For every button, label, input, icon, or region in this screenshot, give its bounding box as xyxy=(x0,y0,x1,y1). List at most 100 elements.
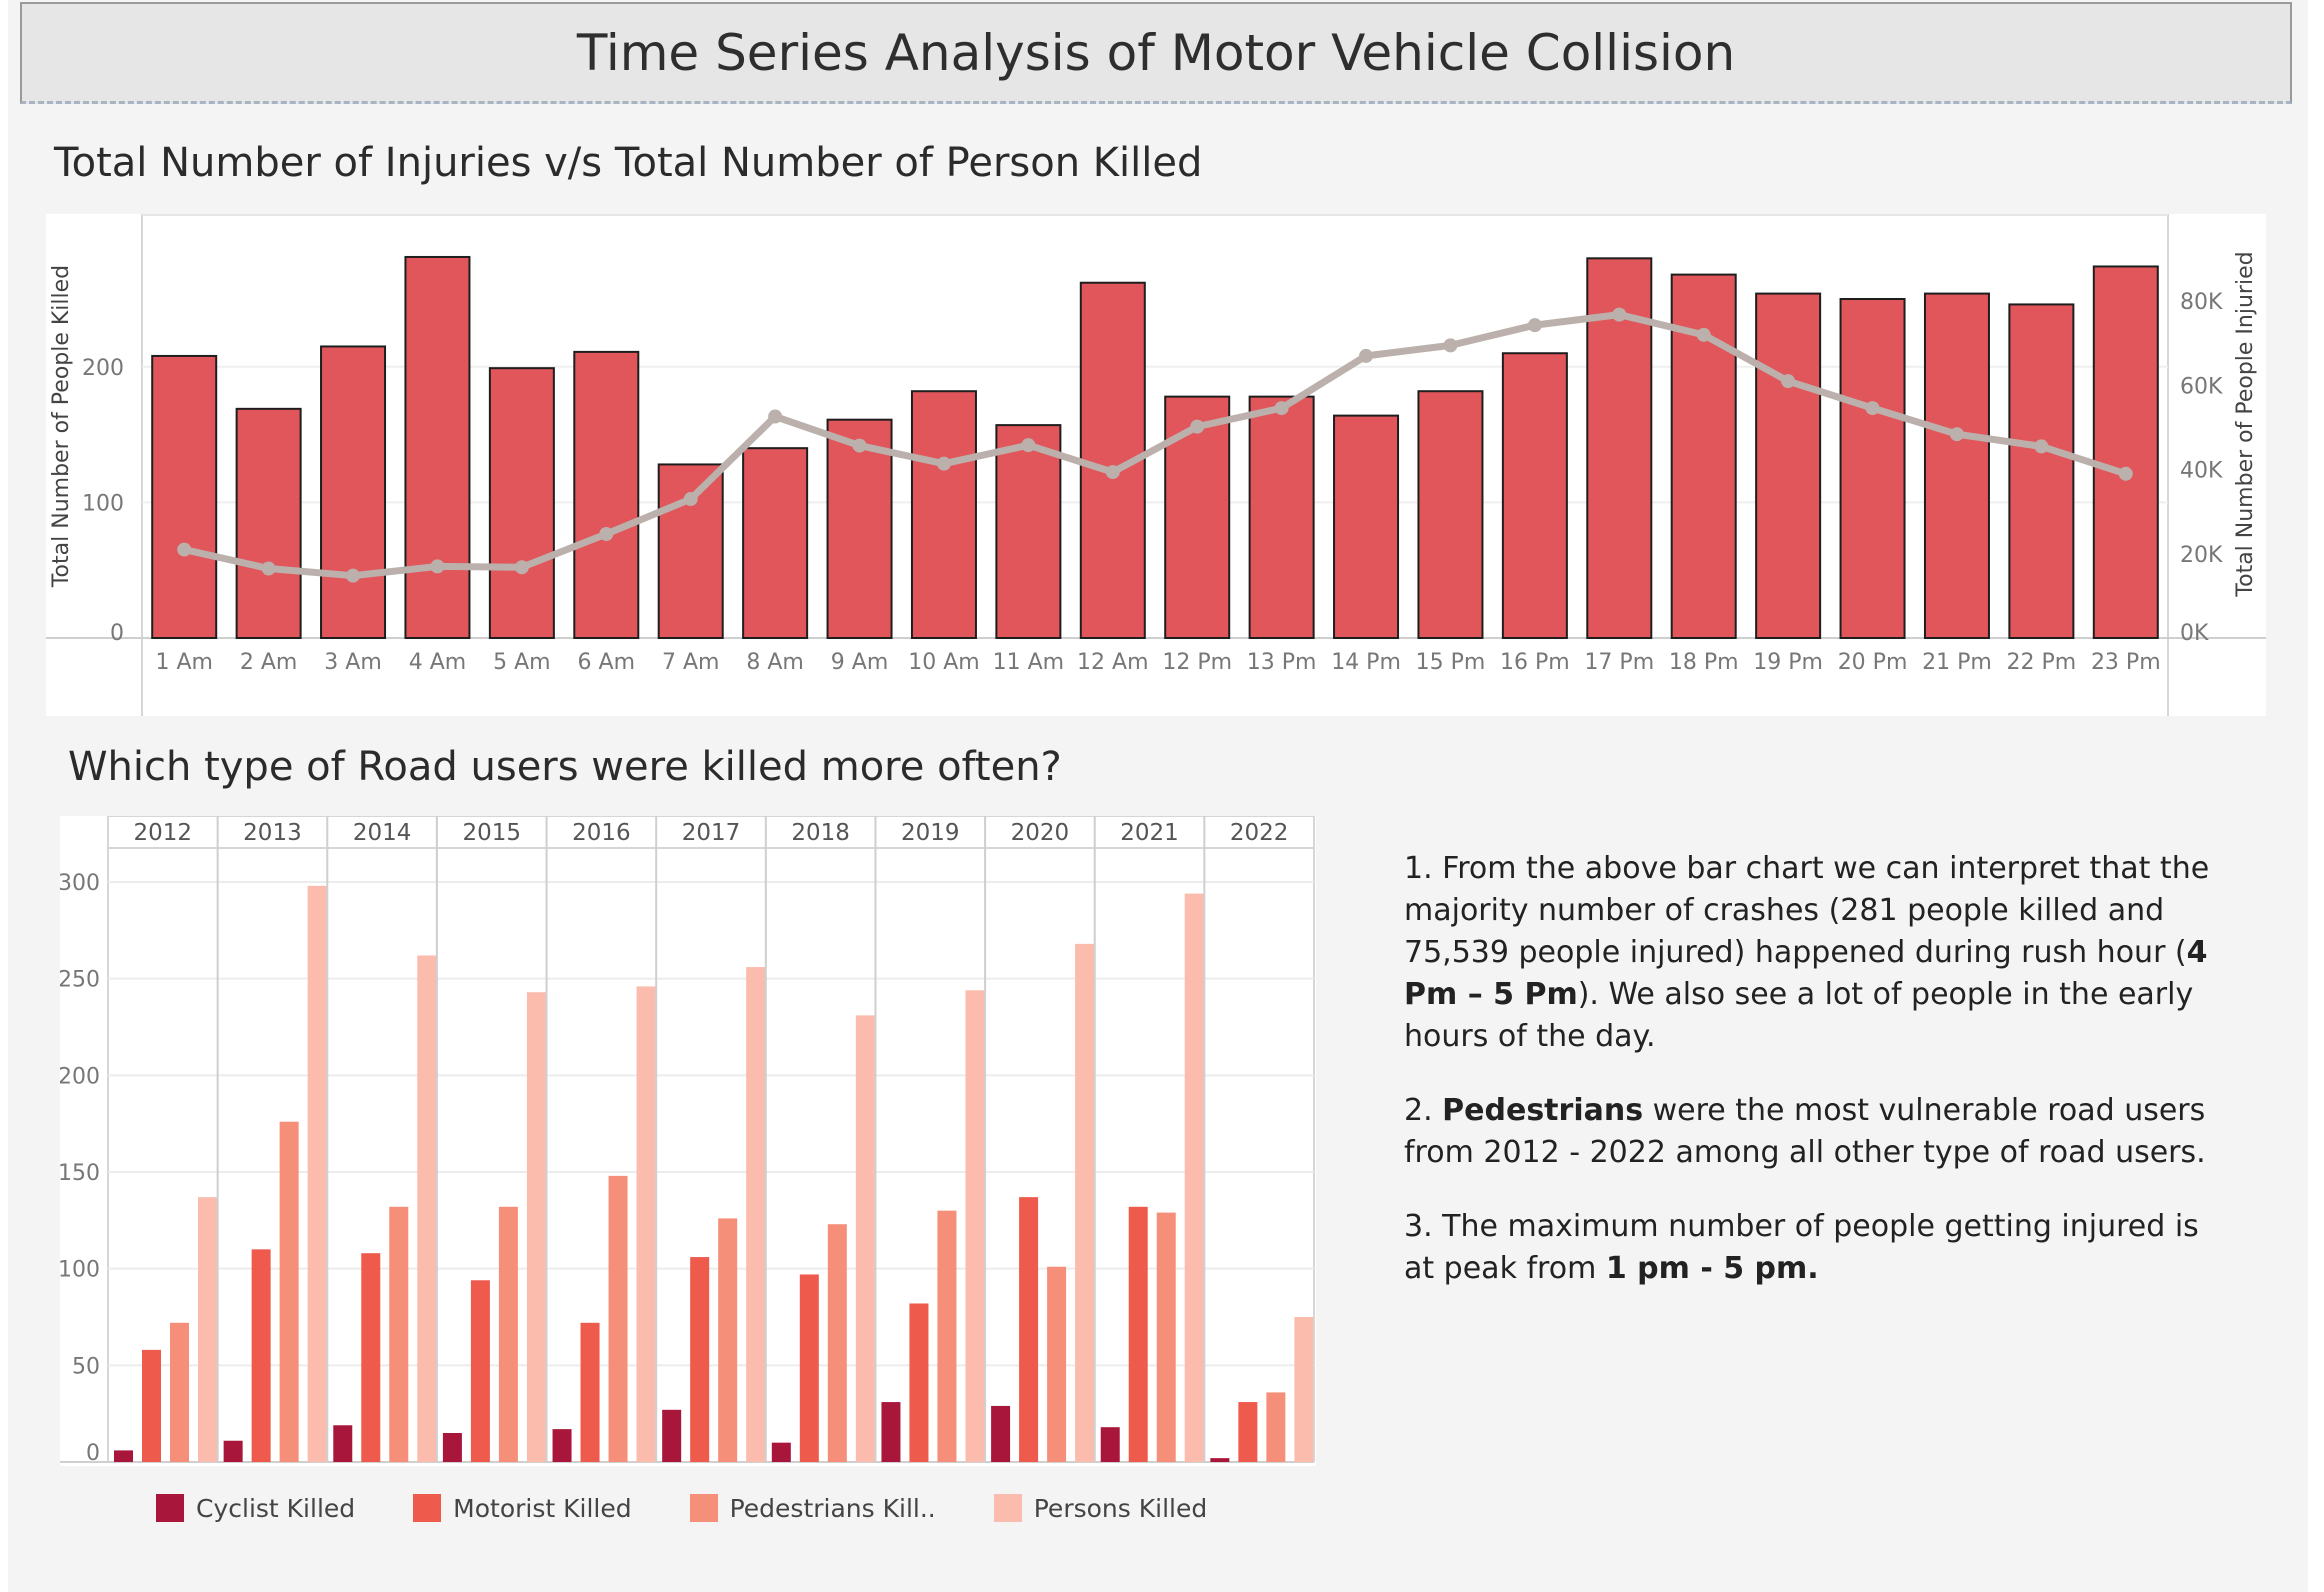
bar xyxy=(826,418,893,639)
x-tick-label: 19 Pm xyxy=(1753,650,1823,675)
x-tick-label: 15 Pm xyxy=(1416,650,1486,675)
legend-item-pedestrians[interactable]: Pedestrians Kill.. xyxy=(689,1493,936,1523)
legend-item-motorist[interactable]: Motorist Killed xyxy=(413,1493,632,1523)
injuries-line xyxy=(183,311,2127,580)
x-tick-label: 2 Am xyxy=(240,650,297,675)
y-tick-label: 0 xyxy=(86,1441,100,1466)
legend-item-persons[interactable]: Persons Killed xyxy=(993,1493,1208,1523)
bar xyxy=(573,350,640,639)
bar-pedestrians-kill- xyxy=(170,1322,189,1462)
x-tick-label: 17 Pm xyxy=(1584,650,1654,675)
legend-swatch xyxy=(413,1494,442,1522)
line-point xyxy=(1274,401,1289,416)
line-point xyxy=(1359,348,1374,363)
bar-persons-killed xyxy=(417,955,437,1462)
legend-label: Pedestrians Kill.. xyxy=(729,1493,936,1523)
bar-cyclist-killed xyxy=(771,1442,791,1462)
legend-label: Persons Killed xyxy=(1033,1493,1208,1523)
bar xyxy=(910,390,977,639)
bar-cyclist-killed xyxy=(662,1409,682,1462)
bar-motorist-killed xyxy=(909,1303,929,1462)
bar xyxy=(488,367,555,639)
bar-pedestrians-kill- xyxy=(389,1206,409,1462)
bar xyxy=(404,255,471,640)
x-tick-label: 10 Am xyxy=(908,650,979,675)
line-point xyxy=(599,527,614,541)
bar-pedestrians-kill- xyxy=(498,1206,518,1462)
injuries-killed-chart-panel[interactable]: 0 100 200 0K 20K 40K 60K 80K Total Number of Peo… xyxy=(46,214,2266,716)
year-label: 2017 xyxy=(682,820,741,846)
y-tick-label: 0 xyxy=(110,621,124,646)
line-point xyxy=(852,438,867,453)
bar-cyclist-killed xyxy=(552,1429,572,1462)
bar-cyclist-killed xyxy=(333,1425,353,1462)
bar-persons-killed xyxy=(198,1197,217,1462)
legend-label: Cyclist Killed xyxy=(196,1493,356,1523)
insight-1-emphasis: 4 Pm – 5 Pm xyxy=(1404,935,2208,1012)
y-tick-label: 50 xyxy=(72,1354,100,1379)
year-label: 2020 xyxy=(1011,820,1070,846)
line-point xyxy=(261,561,276,576)
line-point xyxy=(1696,327,1711,342)
bar-motorist-killed xyxy=(361,1253,381,1462)
line-point xyxy=(768,409,783,424)
x-tick-label: 14 Pm xyxy=(1331,650,1401,675)
line-point xyxy=(2034,439,2049,454)
insight-2-number: 2. xyxy=(1404,1093,1443,1128)
x-tick-label: 12 Pm xyxy=(1162,650,1232,675)
bar xyxy=(1501,352,1568,639)
y2-tick-label: 20K xyxy=(2180,543,2223,568)
chart2-legend: Cyclist Killed Motorist Killed Pedestria… xyxy=(156,1488,1265,1528)
dashboard-title: Time Series Analysis of Motor Vehicle Co… xyxy=(576,23,1736,82)
y2-tick-label: 80K xyxy=(2180,290,2223,315)
bar xyxy=(1248,395,1315,639)
bar xyxy=(995,424,1062,639)
road-users-chart[interactable]: 0 50 100 150 200 250 300 2012 2013 2014 2015 2016 20… xyxy=(58,815,1316,1466)
bar-persons-killed xyxy=(526,992,546,1462)
line-point xyxy=(1190,419,1205,434)
bar-motorist-killed xyxy=(799,1274,819,1462)
bar-motorist-killed xyxy=(580,1322,600,1462)
x-tick-label: 16 Pm xyxy=(1500,650,1570,675)
line-point xyxy=(430,559,445,574)
bar-motorist-killed xyxy=(1019,1197,1039,1462)
y2-tick-label: 60K xyxy=(2180,374,2223,399)
year-label: 2021 xyxy=(1120,820,1179,846)
x-tick-label: 23 Pm xyxy=(2091,650,2161,675)
bar-persons-killed xyxy=(1294,1317,1314,1462)
bar-persons-killed xyxy=(636,986,656,1462)
year-label: 2018 xyxy=(791,820,850,846)
y-tick-label: 200 xyxy=(82,356,124,381)
bar-persons-killed xyxy=(965,990,985,1462)
chart1-title: Total Number of Injuries v/s Total Numbe… xyxy=(54,140,1203,186)
road-users-chart-panel[interactable]: 0 50 100 150 200 250 300 2012 2013 2014 2015 2016 20… xyxy=(58,815,1316,1466)
x-tick-label: 11 Am xyxy=(993,650,1064,675)
bar-motorist-killed xyxy=(1128,1206,1148,1462)
legend-item-cyclist[interactable]: Cyclist Killed xyxy=(156,1494,355,1523)
bar xyxy=(1417,390,1484,639)
bar-pedestrians-kill- xyxy=(1047,1266,1067,1462)
bar xyxy=(2008,303,2075,639)
x-tick-label: 9 Am xyxy=(831,650,888,675)
year-label: 2014 xyxy=(353,820,412,846)
year-label: 2015 xyxy=(462,820,521,846)
bar xyxy=(1755,292,1822,639)
legend-swatch xyxy=(689,1494,718,1522)
insight-3: 3. The maximum number of people getting … xyxy=(1404,1206,2234,1290)
y-tick-label: 100 xyxy=(60,1258,100,1283)
y-tick-label: 200 xyxy=(60,1064,100,1089)
insight-1: 1. From the above bar chart we can inter… xyxy=(1404,848,2234,1058)
bar-cyclist-killed xyxy=(114,1450,133,1462)
line-point xyxy=(1865,401,1880,416)
bar-motorist-killed xyxy=(142,1349,161,1462)
line-point xyxy=(514,560,529,575)
bar-persons-killed xyxy=(307,885,327,1462)
legend-label: Motorist Killed xyxy=(453,1493,632,1523)
insight-2: 2. Pedestrians were the most vulnerable … xyxy=(1404,1090,2234,1174)
x-tick-label: 6 Am xyxy=(578,650,635,675)
injuries-killed-chart[interactable]: 0 100 200 0K 20K 40K 60K 80K Total Number of Peo… xyxy=(46,214,2266,716)
bar-cyclist-killed xyxy=(991,1405,1011,1462)
bar-cyclist-killed xyxy=(223,1440,243,1462)
y-axis-title: Total Number of People Killed xyxy=(49,265,74,588)
bar-cyclist-killed xyxy=(1100,1427,1120,1462)
